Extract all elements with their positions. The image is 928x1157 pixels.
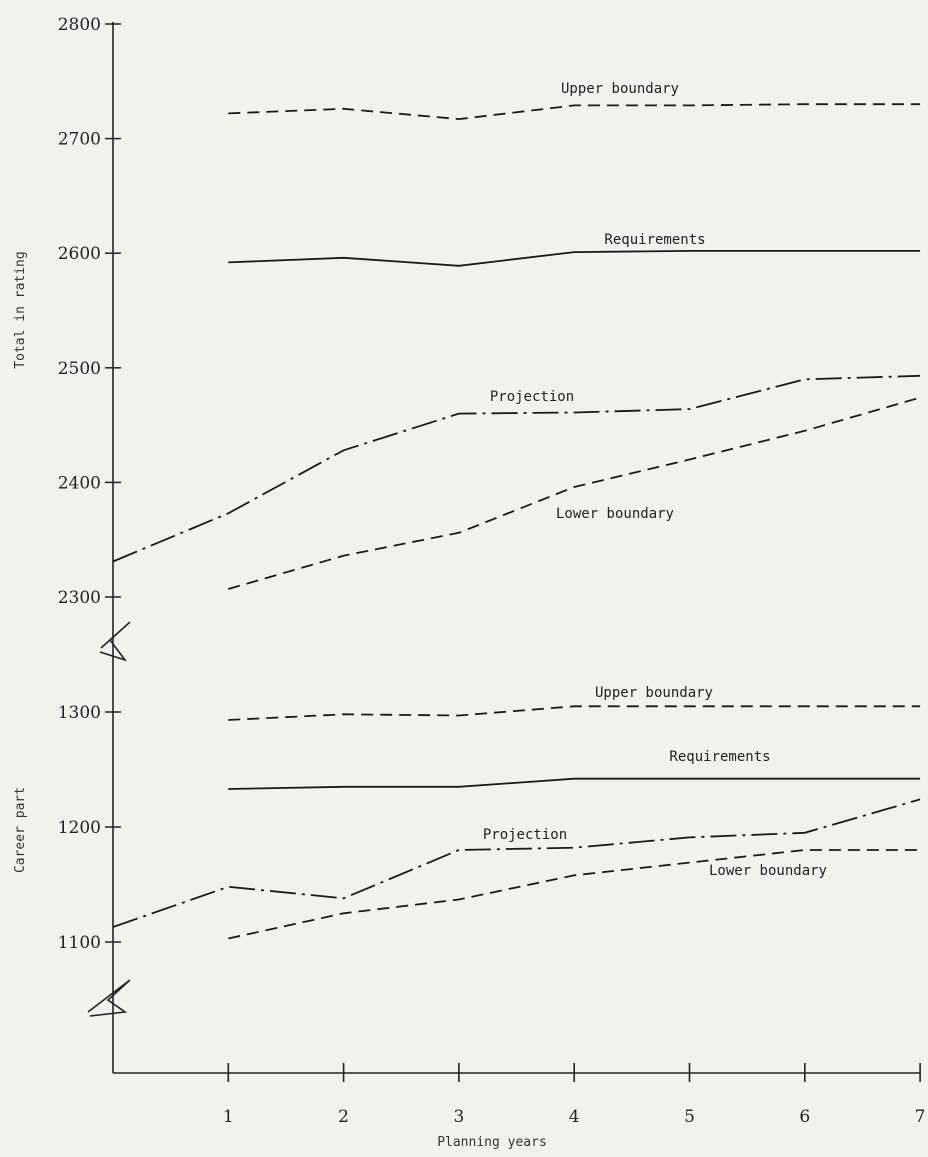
y-tick-label: 2800 bbox=[58, 15, 101, 35]
x-axis-title: Planning years bbox=[437, 1135, 547, 1150]
x-tick-label: 4 bbox=[569, 1107, 580, 1127]
x-tick-label: 7 bbox=[915, 1107, 926, 1127]
series-label: Projection bbox=[490, 389, 574, 405]
y-tick-label: 2400 bbox=[58, 473, 101, 493]
y-axis-title: Total in rating bbox=[13, 251, 28, 368]
series-label: Lower boundary bbox=[709, 863, 827, 879]
series-line-requirements bbox=[228, 249, 921, 267]
y-tick-label: 2300 bbox=[58, 588, 101, 608]
y-tick-label: 1100 bbox=[58, 933, 101, 953]
y-tick-label: 2500 bbox=[58, 359, 101, 379]
x-tick-label: 6 bbox=[799, 1107, 810, 1127]
y-tick-label: 2700 bbox=[58, 130, 101, 150]
series-line-upper-boundary bbox=[228, 103, 921, 121]
y-tick-label: 2600 bbox=[58, 244, 101, 264]
series-label: Projection bbox=[483, 827, 567, 843]
series-line-upper-boundary bbox=[228, 705, 921, 721]
x-tick-label: 5 bbox=[684, 1107, 695, 1127]
series-line-lower-boundary bbox=[228, 396, 921, 590]
y-tick-label: 1300 bbox=[58, 703, 101, 723]
axis-break-mark bbox=[87, 979, 131, 1017]
series-label: Upper boundary bbox=[561, 81, 679, 97]
axis-break-mark bbox=[99, 621, 131, 662]
x-tick-label: 3 bbox=[453, 1107, 464, 1127]
series-line-projection bbox=[112, 374, 921, 563]
x-tick-label: 1 bbox=[223, 1107, 234, 1127]
y-axis-title: Career part bbox=[13, 787, 28, 873]
series-label: Upper boundary bbox=[595, 685, 713, 701]
x-tick-label: 2 bbox=[338, 1107, 349, 1127]
series-line-lower-boundary bbox=[228, 849, 921, 940]
series-label: Requirements bbox=[604, 232, 705, 248]
series-line-requirements bbox=[228, 777, 921, 790]
series-line-projection bbox=[112, 798, 921, 928]
series-label: Lower boundary bbox=[556, 506, 674, 522]
series-label: Requirements bbox=[669, 749, 770, 765]
y-tick-label: 1200 bbox=[58, 818, 101, 838]
